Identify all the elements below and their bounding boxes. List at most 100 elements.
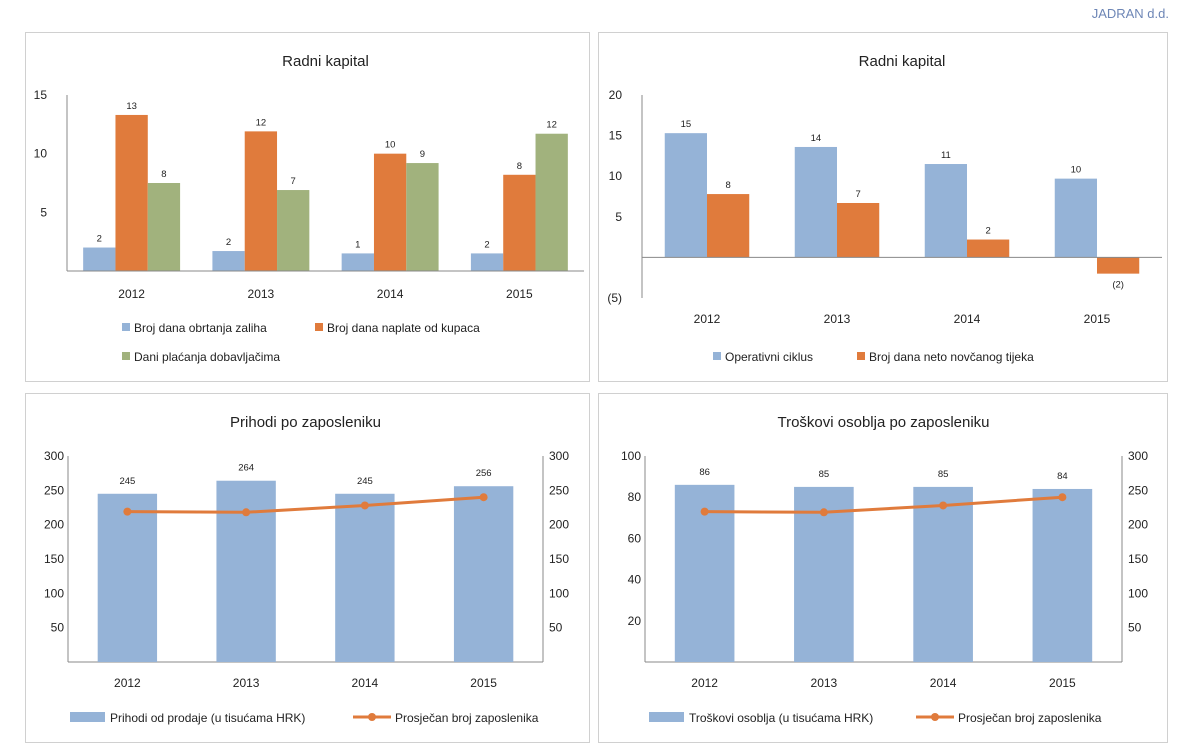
data-label: 10 <box>1071 165 1082 176</box>
x-tick-label: 2014 <box>352 676 379 690</box>
bar <box>147 183 181 271</box>
legend-swatch <box>713 352 721 360</box>
y-tick-label-right: 300 <box>1128 449 1148 463</box>
chart-title: Radni kapital <box>282 53 369 70</box>
bar <box>794 146 837 258</box>
data-label: 2 <box>226 237 231 248</box>
y-tick-label-right: 300 <box>549 449 569 463</box>
bar <box>212 251 245 271</box>
data-label: 2 <box>484 239 489 250</box>
x-tick-label: 2015 <box>470 676 497 690</box>
data-label: 85 <box>819 469 830 480</box>
line-point <box>479 493 488 502</box>
chart-panel-radni-kapital-2: Radni kapital (5) 5 10 15 20 2012 15 8 2013 14 7 201… <box>598 32 1168 382</box>
y-tick-label-left: 300 <box>44 449 64 463</box>
y-tick-label-left: 50 <box>51 621 65 635</box>
y-tick-label-right: 250 <box>549 483 569 497</box>
data-label: 10 <box>385 140 396 151</box>
y-tick-label: 10 <box>609 169 623 183</box>
legend-swatch <box>315 323 323 331</box>
bar <box>707 194 750 258</box>
x-tick-label: 2014 <box>377 287 404 301</box>
y-tick-label-right: 200 <box>1128 518 1148 532</box>
data-label: 85 <box>938 469 949 480</box>
y-tick-label-right: 150 <box>1128 552 1148 566</box>
data-label: 86 <box>699 467 710 478</box>
chart-radni-kapital-days: Radni kapital 5 10 15 2012 2 13 8 2013 2 12 7 2014 1 1… <box>34 53 584 364</box>
y-tick-label: 15 <box>34 88 48 102</box>
line-point <box>819 508 828 517</box>
bar <box>341 253 374 271</box>
y-tick-label: 5 <box>615 210 622 224</box>
y-tick-label: 20 <box>609 88 623 102</box>
data-label: 245 <box>119 476 135 487</box>
bar <box>453 486 514 662</box>
y-tick-label-left: 80 <box>628 490 642 504</box>
data-label: 1 <box>355 239 360 250</box>
data-label: 7 <box>291 176 296 187</box>
legend-label: Broj dana naplate od kupaca <box>327 321 480 335</box>
line-point <box>242 508 251 517</box>
data-label: 256 <box>476 468 492 479</box>
data-label: 15 <box>681 119 692 130</box>
data-label: 8 <box>725 180 730 191</box>
bar <box>924 164 967 258</box>
data-label: (2) <box>1112 280 1124 291</box>
bar <box>967 239 1010 258</box>
legend-label: Prosječan broj zaposlenika <box>958 711 1102 725</box>
x-tick-label: 2014 <box>930 676 957 690</box>
bar <box>664 133 707 258</box>
legend-swatch-marker <box>931 713 939 721</box>
y-tick-label-left: 20 <box>628 614 642 628</box>
bar <box>277 190 310 271</box>
legend-label: Broj dana neto novčanog tijeka <box>869 350 1034 364</box>
legend-label: Troškovi osoblja (u tisućama HRK) <box>689 711 873 725</box>
y-tick-label: 10 <box>34 147 48 161</box>
chart-prihodi-po-zaposleniku: Prihodi po zaposleniku 50 100 150 200 250 300 5… <box>44 414 569 725</box>
chart-title: Radni kapital <box>859 53 946 70</box>
x-tick-label: 2012 <box>114 676 141 690</box>
chart-radni-kapital-cycle: Radni kapital (5) 5 10 15 20 2012 15 8 2013 14 7 201… <box>607 53 1162 364</box>
bar <box>470 253 504 271</box>
data-label: 12 <box>546 120 557 131</box>
line-point <box>360 501 369 510</box>
bar <box>97 493 158 662</box>
y-tick-label-left: 100 <box>44 586 64 600</box>
data-label: 7 <box>855 189 860 200</box>
bar <box>1097 257 1140 274</box>
y-tick-label-right: 50 <box>549 621 563 635</box>
x-tick-label: 2012 <box>691 676 718 690</box>
chart-panel-radni-kapital-1: Radni kapital 5 10 15 2012 2 13 8 2013 2 12 7 2014 1 1… <box>25 32 590 382</box>
data-label: 14 <box>811 133 822 144</box>
legend-label: Operativni ciklus <box>725 350 813 364</box>
y-tick-label: 15 <box>609 129 623 143</box>
line-point <box>1058 493 1067 502</box>
company-name: JADRAN d.d. <box>1091 6 1169 21</box>
chart-title: Troškovi osoblja po zaposleniku <box>777 414 989 431</box>
line-series <box>127 495 484 514</box>
legend-label: Broj dana obrtanja zaliha <box>134 321 267 335</box>
bar <box>83 247 116 271</box>
y-tick-label-right: 50 <box>1128 621 1142 635</box>
chart-panel-prihodi: Prihodi po zaposleniku 50 100 150 200 250 300 5… <box>25 393 590 743</box>
data-label: 264 <box>238 463 254 474</box>
data-label: 11 <box>941 150 951 161</box>
y-tick-label: (5) <box>607 291 622 305</box>
legend-swatch <box>649 712 684 722</box>
x-tick-label: 2015 <box>506 287 533 301</box>
bar <box>913 486 973 662</box>
bar <box>503 174 536 271</box>
line-point <box>939 501 948 510</box>
y-tick-label-right: 100 <box>549 586 569 600</box>
line-point <box>700 507 709 516</box>
y-tick-label-left: 150 <box>44 552 64 566</box>
data-label: 8 <box>161 169 166 180</box>
x-tick-label: 2012 <box>118 287 145 301</box>
legend-swatch <box>122 323 130 331</box>
y-tick-label-left: 40 <box>628 573 642 587</box>
bar <box>335 493 395 662</box>
legend-swatch <box>857 352 865 360</box>
y-tick-label-right: 200 <box>549 518 569 532</box>
x-tick-label: 2015 <box>1049 676 1076 690</box>
line-point <box>123 507 132 516</box>
